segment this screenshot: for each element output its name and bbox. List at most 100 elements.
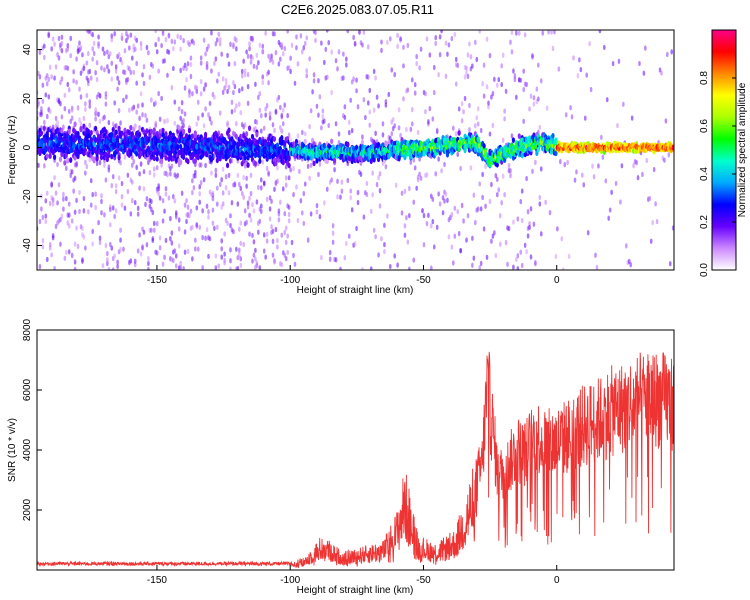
spectrogram-cell — [362, 97, 366, 103]
spectrogram-cell — [58, 137, 63, 144]
spectrogram-cell — [325, 158, 329, 165]
spectrogram-cell — [38, 49, 42, 56]
spectrogram-cell — [312, 78, 316, 84]
spectrogram-cell — [160, 162, 163, 168]
spectrogram-cell — [60, 40, 64, 46]
x-tick-label: 0 — [554, 275, 560, 286]
spectrogram-cell — [177, 243, 181, 249]
spectrogram-cell — [280, 135, 284, 141]
spectrogram-cell — [138, 131, 142, 138]
spectrogram-cell — [145, 196, 149, 202]
spectrogram-cell — [425, 172, 429, 178]
spectrogram-cell — [214, 167, 218, 173]
spectrogram-cell — [107, 120, 111, 126]
spectrogram-cell — [157, 186, 160, 192]
spectrogram-cell — [438, 34, 442, 40]
spectrogram-cell — [287, 175, 291, 181]
spectrogram-cell — [51, 197, 55, 203]
spectrogram-cell — [374, 234, 377, 240]
spectrogram-cell — [318, 161, 322, 167]
spectrogram-cell — [259, 203, 263, 209]
spectrogram-cell — [142, 186, 146, 192]
spectrogram-cell — [328, 250, 332, 256]
spectrogram-cell — [406, 239, 410, 245]
spectrogram-cell — [528, 221, 531, 227]
spectrogram-cell — [403, 188, 407, 194]
spectrogram-cell — [328, 256, 332, 262]
spectrogram-cell — [104, 242, 108, 249]
spectrogram-cell — [111, 205, 115, 211]
spectrogram-cell — [152, 220, 156, 227]
spectrogram-cell — [660, 70, 663, 76]
spectrogram-cell — [292, 252, 295, 259]
spectrogram-cell — [135, 60, 138, 67]
spectrogram-cell — [430, 223, 433, 229]
spectrogram-cell — [144, 112, 147, 119]
spectrogram-cell — [529, 254, 533, 260]
spectrogram-cell — [490, 238, 493, 244]
spectrogram-cell — [345, 62, 348, 68]
spectrogram-cell — [481, 194, 484, 201]
spectrogram-cell — [87, 77, 90, 84]
spectrogram-cell — [95, 160, 99, 167]
spectrogram-cell — [374, 75, 377, 81]
spectrogram-cell — [48, 64, 52, 70]
spectrogram-cell — [230, 99, 234, 105]
spectrogram-cell — [85, 60, 89, 66]
spectrogram-cell — [116, 75, 119, 81]
spectrogram-cell — [224, 174, 228, 180]
spectrogram-cell — [45, 113, 49, 120]
spectrogram-cell — [223, 260, 226, 266]
spectrogram-cell — [255, 131, 259, 138]
spectrogram-cell — [410, 77, 414, 83]
spectrogram-cells — [37, 30, 674, 270]
spectrogram-cell — [239, 185, 243, 192]
spectrogram-cell — [437, 72, 440, 78]
spectrogram-cell — [246, 204, 250, 210]
spectrogram-cell — [624, 243, 628, 249]
spectrogram-cell — [252, 252, 256, 258]
spectrogram-cell — [221, 166, 225, 172]
spectrogram-cell — [163, 254, 166, 260]
spectrogram-cell — [268, 111, 272, 117]
spectrogram-cell — [239, 262, 243, 269]
spectrogram-cell — [45, 190, 49, 196]
spectrogram-cell — [122, 246, 125, 252]
spectrogram-cell — [236, 172, 240, 178]
spectrogram-cell — [460, 202, 464, 209]
spectrogram-cell — [141, 112, 144, 118]
y-tick-label: 40 — [22, 44, 33, 56]
spectrogram-cell — [214, 265, 218, 270]
y-tick-label: 0 — [22, 144, 33, 150]
spectrogram-cell — [104, 152, 108, 158]
spectrogram-cell — [539, 78, 543, 84]
spectrogram-cell — [509, 39, 512, 45]
spectrogram-cell — [62, 206, 65, 212]
spectrogram-cell — [191, 178, 194, 184]
spectrogram-cell — [135, 80, 138, 86]
spectrogram-cell — [91, 46, 95, 52]
spectrogram-cell — [474, 123, 477, 129]
spectrogram-cell — [230, 158, 234, 164]
spectrogram-cell — [350, 128, 354, 134]
spectrogram-cell — [199, 91, 203, 97]
spectrogram-cell — [82, 208, 86, 214]
spectrogram-cell — [331, 230, 335, 236]
spectrogram-cell — [485, 36, 489, 42]
spectrogram-cell — [475, 115, 479, 121]
spectrogram-cell — [550, 30, 553, 35]
spectrogram-cell — [513, 73, 517, 79]
spectrogram-cell — [242, 241, 245, 248]
spectrogram-cell — [503, 192, 506, 198]
spectrogram-cell — [495, 162, 499, 168]
spectrogram-cell — [334, 121, 338, 127]
spectrogram-cell — [56, 200, 59, 206]
spectrogram-cell — [482, 226, 486, 232]
spectrogram-cell — [180, 109, 184, 115]
spectrogram-cell — [183, 229, 187, 235]
spectrogram-cell — [358, 30, 361, 35]
spectrogram-cell — [670, 49, 674, 55]
y-tick-label: 20 — [22, 93, 33, 105]
spectrogram-cell — [111, 267, 115, 270]
